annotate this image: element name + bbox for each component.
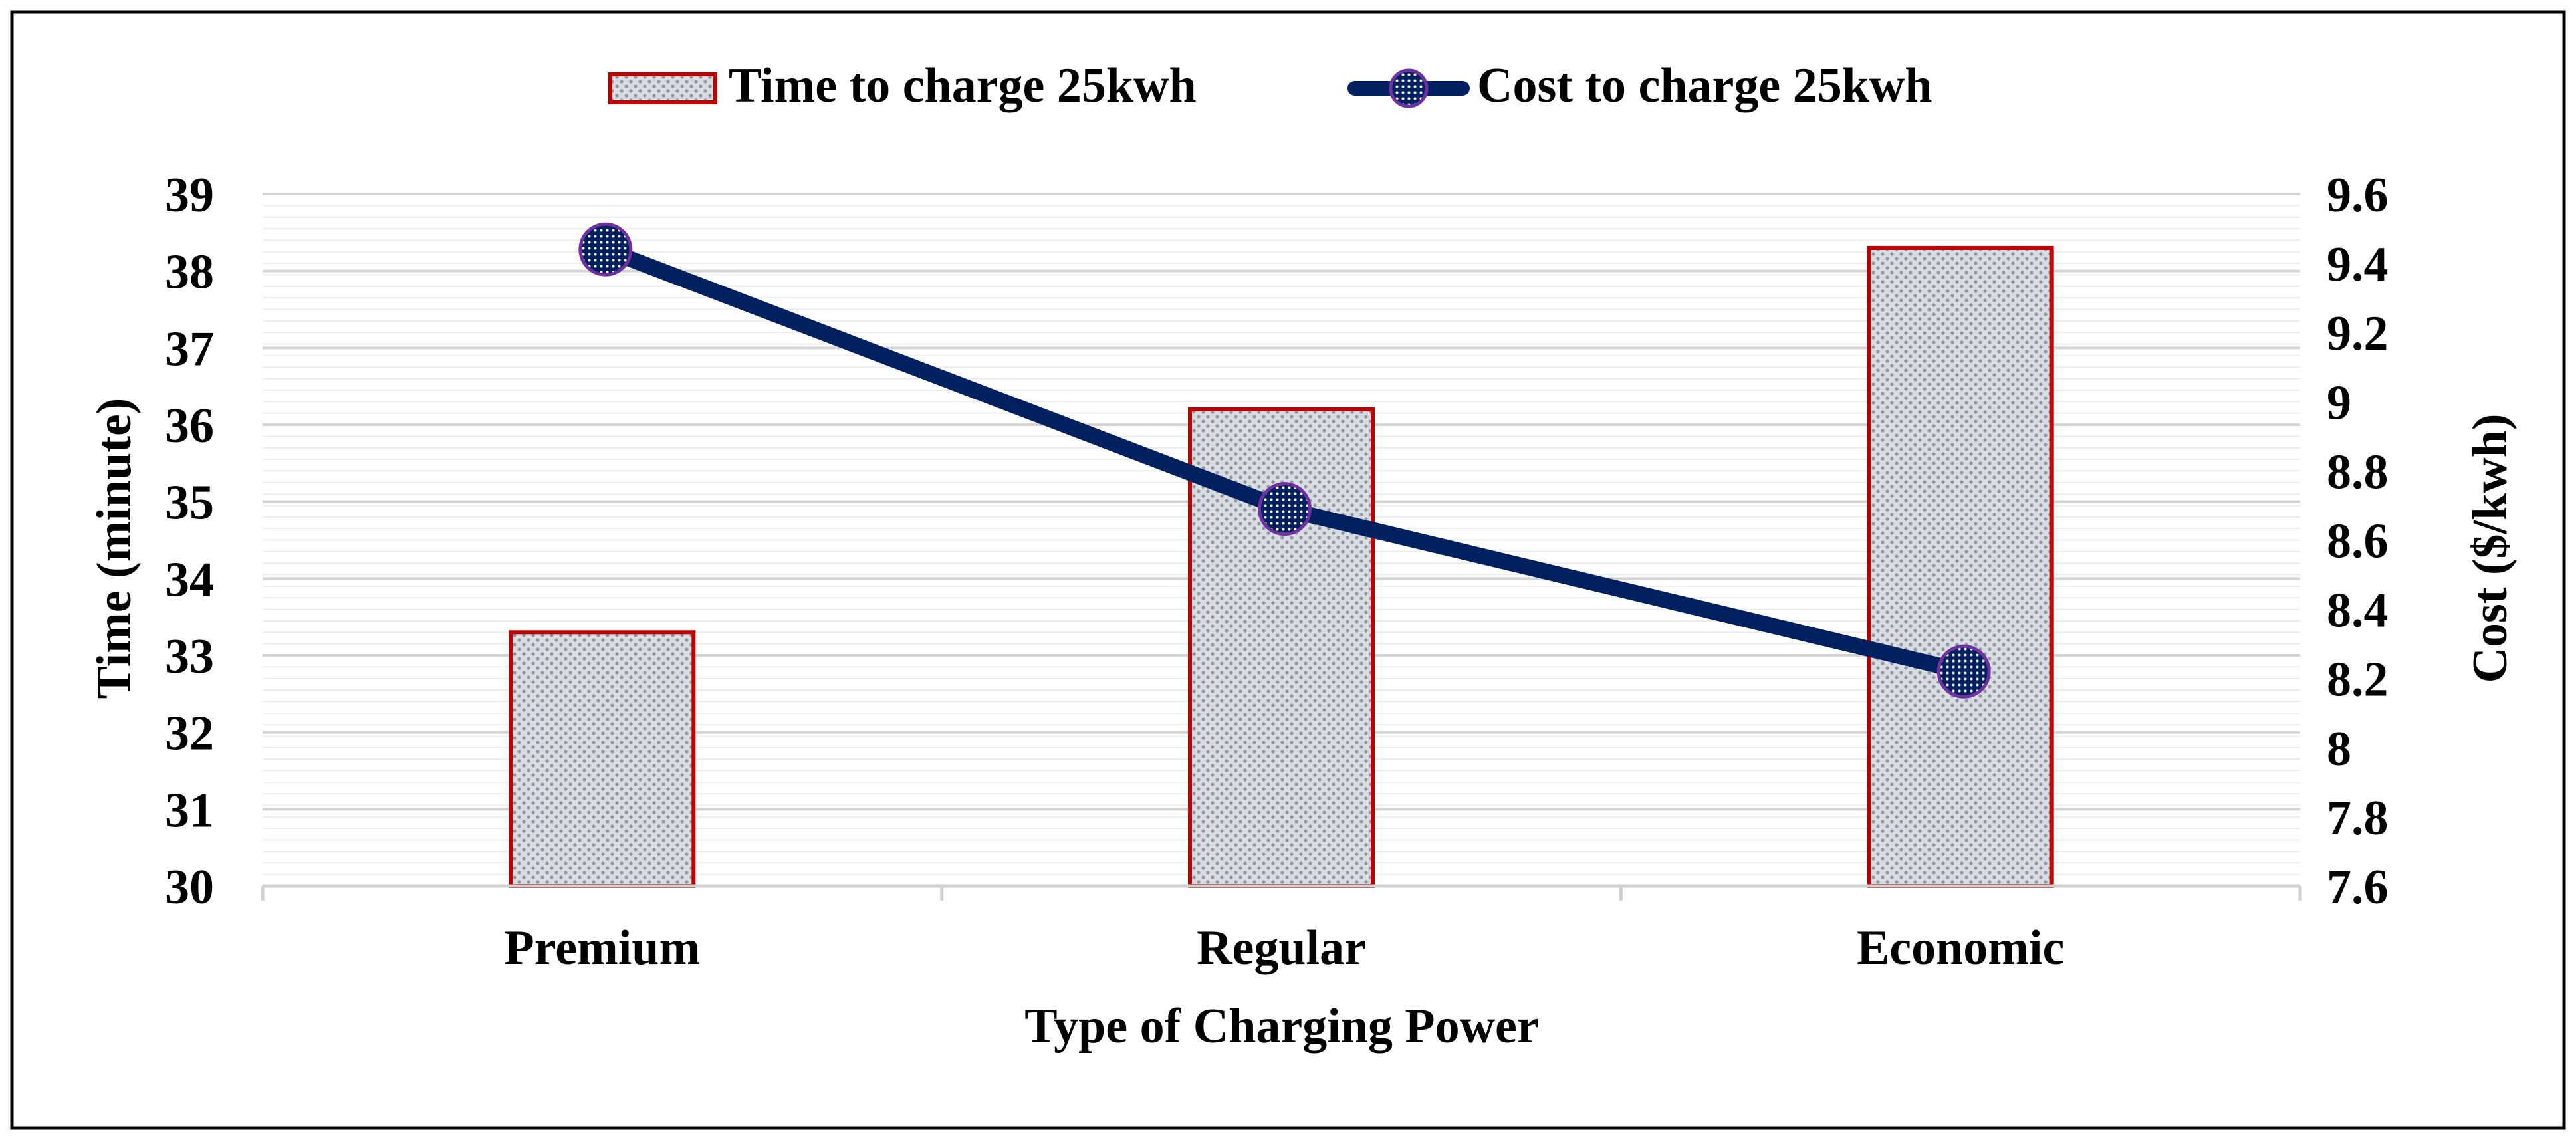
x-tick-label: Premium <box>505 921 701 975</box>
y2-tick-label: 8.6 <box>2327 514 2389 569</box>
x-axis-title: Type of Charging Power <box>1024 999 1539 1054</box>
line-point <box>1258 482 1312 536</box>
y-tick-label: 36 <box>165 399 214 453</box>
y2-tick-label: 8.8 <box>2327 445 2389 499</box>
y2-tick-label: 9.4 <box>2327 237 2389 292</box>
bar <box>1867 245 2054 888</box>
line-point <box>578 222 633 277</box>
y2-tick-label: 7.6 <box>2327 860 2389 915</box>
y-tick-label: 31 <box>165 783 214 838</box>
y2-tick-label: 9.2 <box>2327 306 2389 361</box>
y-axis-title: Time (minute) <box>87 398 142 699</box>
y2-tick-label: 8.4 <box>2327 584 2389 638</box>
line-series <box>578 222 1991 699</box>
legend-label-cost: Cost to charge 25kwh <box>1477 58 1932 113</box>
y2-axis-title: Cost ($/kwh) <box>2463 414 2517 683</box>
y2-tick-label: 7.8 <box>2327 791 2389 846</box>
axes: 30 31 32 33 34 35 36 37 38 39 7.6 7.8 8 8.2 8.4 8.6 8.8 9… <box>165 168 2389 975</box>
y-tick-label: 35 <box>165 476 214 530</box>
y-tick-label: 34 <box>165 552 214 607</box>
y-tick-label: 30 <box>165 860 214 915</box>
y2-tick-label: 8.2 <box>2327 653 2389 707</box>
y2-tick-label: 9 <box>2327 376 2351 430</box>
legend-label-time: Time to charge 25kwh <box>729 58 1197 113</box>
y-tick-label: 33 <box>165 629 214 684</box>
legend-swatch-bar <box>608 72 717 104</box>
x-tick-label: Regular <box>1197 921 1366 975</box>
y-tick-label: 37 <box>165 322 214 376</box>
y-tick-label: 39 <box>165 168 214 223</box>
line-point <box>1936 644 1991 699</box>
y-tick-label: 38 <box>165 245 214 300</box>
y2-tick-label: 8 <box>2327 722 2351 776</box>
legend-swatch-marker <box>1389 68 1429 108</box>
x-tick-label: Economic <box>1857 921 2064 975</box>
y-tick-label: 32 <box>165 707 214 761</box>
y2-tick-label: 9.6 <box>2327 168 2389 223</box>
bar <box>509 630 696 888</box>
legend: Time to charge 25kwh Cost to charge 25kw… <box>608 58 1932 113</box>
